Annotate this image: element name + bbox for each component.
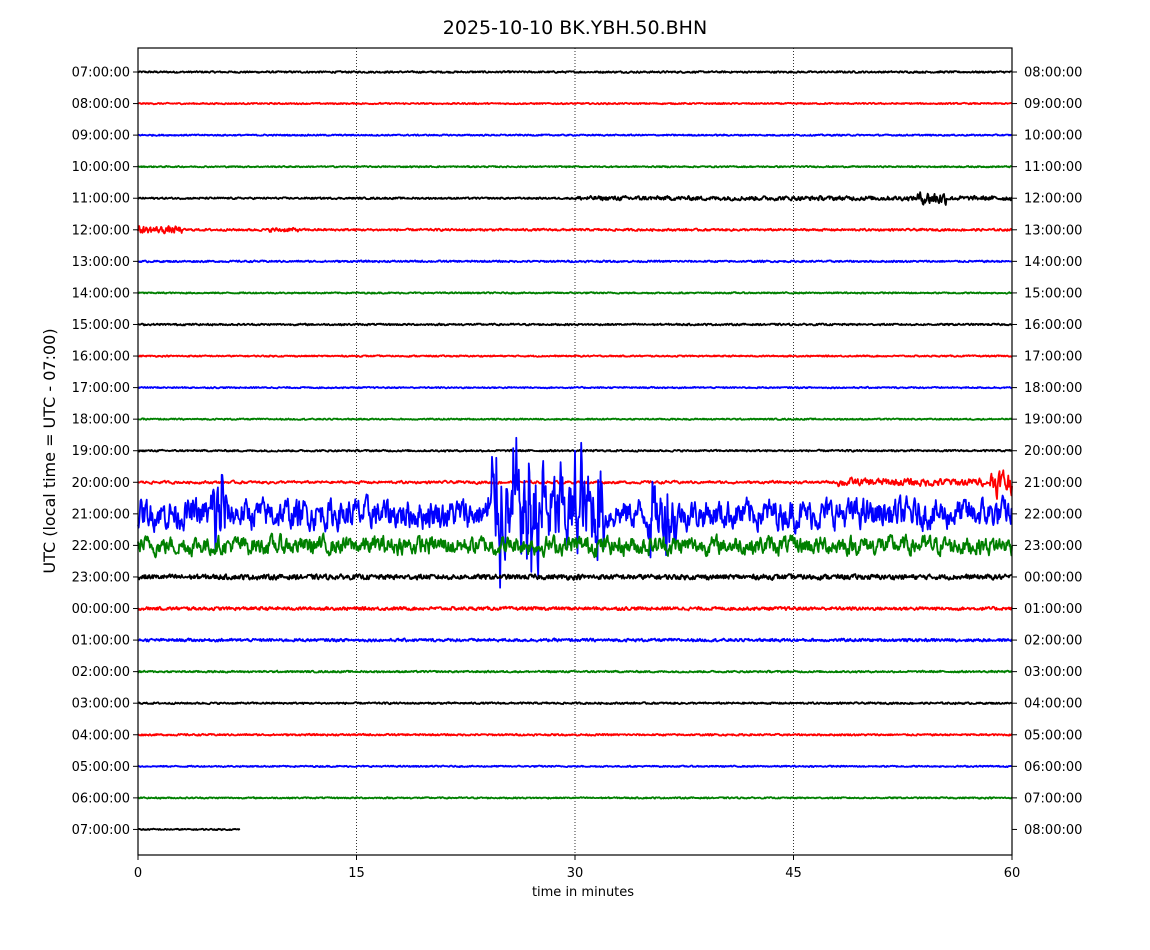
y-tick-label-right: 20:00:00 xyxy=(1024,444,1082,459)
y-tick-label-right: 21:00:00 xyxy=(1024,476,1082,491)
x-tick-label: 60 xyxy=(1004,866,1021,881)
y-tick-label-left: 12:00:00 xyxy=(72,223,130,238)
y-tick-label-left: 01:00:00 xyxy=(72,634,130,649)
trace-row-000000 xyxy=(138,607,1012,611)
trace-row-160000 xyxy=(138,355,1012,357)
y-tick-label-right: 12:00:00 xyxy=(1024,192,1082,207)
trace-row-030000 xyxy=(138,702,1012,704)
y-tick-label-right: 17:00:00 xyxy=(1024,350,1082,365)
y-tick-label-right: 10:00:00 xyxy=(1024,129,1082,144)
y-tick-label-right: 15:00:00 xyxy=(1024,286,1082,301)
y-tick-label-left: 07:00:00 xyxy=(72,823,130,838)
y-tick-label-right: 09:00:00 xyxy=(1024,97,1082,112)
y-tick-label-left: 13:00:00 xyxy=(72,255,130,270)
trace-row-090000 xyxy=(138,134,1012,136)
trace-row-050000 xyxy=(138,766,1012,768)
y-tick-label-left: 21:00:00 xyxy=(72,507,130,522)
y-tick-label-left: 16:00:00 xyxy=(72,350,130,365)
y-tick-label-left: 17:00:00 xyxy=(72,381,130,396)
chart-title: 2025-10-10 BK.YBH.50.BHN xyxy=(443,17,707,39)
y-tick-label-left: 18:00:00 xyxy=(72,413,130,428)
trace-row-170000 xyxy=(138,387,1012,389)
y-tick-label-left: 19:00:00 xyxy=(72,444,130,459)
y-tick-label-left: 07:00:00 xyxy=(72,66,130,81)
y-axis-label: UTC (local time = UTC - 07:00) xyxy=(40,328,59,573)
y-tick-label-right: 11:00:00 xyxy=(1024,160,1082,175)
y-tick-label-left: 08:00:00 xyxy=(72,97,130,112)
y-tick-label-right: 01:00:00 xyxy=(1024,602,1082,617)
y-tick-label-left: 14:00:00 xyxy=(72,286,130,301)
trace-row-100000 xyxy=(138,166,1012,168)
helicorder-figure: 2025-10-10 BK.YBH.50.BHN time in minutes… xyxy=(0,0,1150,950)
y-tick-label-left: 03:00:00 xyxy=(72,697,130,712)
y-tick-label-right: 19:00:00 xyxy=(1024,413,1082,428)
x-axis-label: time in minutes xyxy=(532,885,634,900)
y-tick-label-left: 23:00:00 xyxy=(72,570,130,585)
y-tick-label-left: 00:00:00 xyxy=(72,602,130,617)
y-tick-label-left: 11:00:00 xyxy=(72,192,130,207)
y-tick-label-left: 04:00:00 xyxy=(72,728,130,743)
y-tick-label-left: 05:00:00 xyxy=(72,760,130,775)
y-tick-label-left: 09:00:00 xyxy=(72,129,130,144)
y-tick-label-right: 00:00:00 xyxy=(1024,570,1082,585)
x-tick-label: 30 xyxy=(567,866,584,881)
helicorder-chart: 2025-10-10 BK.YBH.50.BHN time in minutes… xyxy=(0,0,1150,950)
trace-row-070000 xyxy=(138,71,1012,73)
y-tick-label-right: 16:00:00 xyxy=(1024,318,1082,333)
y-tick-label-left: 20:00:00 xyxy=(72,476,130,491)
y-tick-label-right: 04:00:00 xyxy=(1024,697,1082,712)
y-tick-label-right: 03:00:00 xyxy=(1024,665,1082,680)
y-tick-label-right: 08:00:00 xyxy=(1024,66,1082,81)
trace-row-080000 xyxy=(138,103,1012,105)
x-tick-label: 45 xyxy=(785,866,802,881)
y-tick-label-right: 05:00:00 xyxy=(1024,728,1082,743)
trace-row-010000 xyxy=(138,638,1012,641)
y-tick-label-right: 08:00:00 xyxy=(1024,823,1082,838)
y-tick-label-left: 06:00:00 xyxy=(72,791,130,806)
y-tick-label-left: 22:00:00 xyxy=(72,539,130,554)
trace-row-120000 xyxy=(138,226,1012,233)
trace-row-210000 xyxy=(138,438,1012,588)
y-tick-label-right: 14:00:00 xyxy=(1024,255,1082,270)
y-tick-label-right: 18:00:00 xyxy=(1024,381,1082,396)
y-tick-label-right: 13:00:00 xyxy=(1024,223,1082,238)
y-tick-label-left: 02:00:00 xyxy=(72,665,130,680)
x-tick-label: 0 xyxy=(134,866,142,881)
y-tick-label-left: 15:00:00 xyxy=(72,318,130,333)
y-tick-label-right: 02:00:00 xyxy=(1024,634,1082,649)
x-tick-label: 15 xyxy=(348,866,365,881)
trace-row-180000 xyxy=(138,418,1012,420)
y-tick-label-right: 06:00:00 xyxy=(1024,760,1082,775)
trace-row-060000 xyxy=(138,797,1012,799)
y-tick-label-right: 07:00:00 xyxy=(1024,791,1082,806)
y-tick-label-right: 22:00:00 xyxy=(1024,507,1082,522)
trace-row-150000 xyxy=(138,324,1012,326)
trace-row-130000 xyxy=(138,260,1012,262)
y-tick-label-right: 23:00:00 xyxy=(1024,539,1082,554)
trace-row-070000 xyxy=(138,829,240,831)
trace-row-140000 xyxy=(138,292,1012,294)
trace-row-110000 xyxy=(138,192,1012,205)
y-tick-label-left: 10:00:00 xyxy=(72,160,130,175)
